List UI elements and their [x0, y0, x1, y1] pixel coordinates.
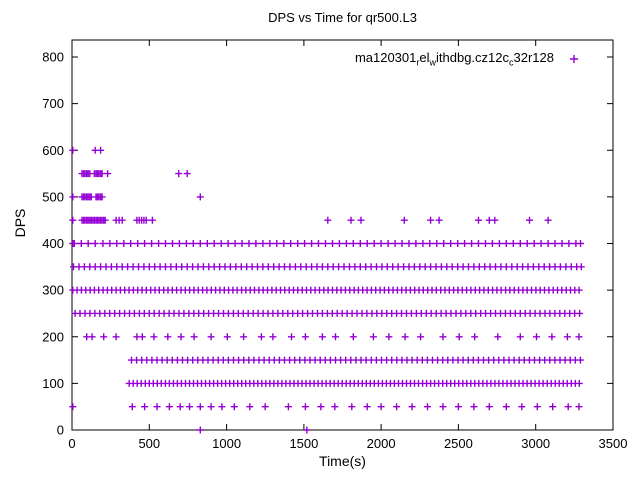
x-axis-label: Time(s) [319, 453, 366, 469]
y-tick-label: 100 [42, 376, 64, 391]
x-tick-label: 500 [138, 436, 160, 451]
scatter-points [69, 146, 585, 434]
legend-label-segment: ithdbg.cz12c [436, 50, 510, 65]
legend-series-label: ma120301relwithdbg.cz12cc32r128 [355, 50, 554, 68]
axis-ticks [71, 40, 614, 431]
x-tick-label: 0 [68, 436, 75, 451]
x-tick-label: 3500 [599, 436, 628, 451]
y-tick-label: 200 [42, 329, 64, 344]
legend-label-segment: el [419, 50, 430, 65]
x-tick-label: 1500 [289, 436, 318, 451]
legend-label-segment: 32r128 [513, 50, 554, 65]
y-tick-label: 500 [42, 189, 64, 204]
legend-label-segment: r [416, 57, 420, 68]
x-tick-label: 3000 [521, 436, 550, 451]
y-tick-label: 300 [42, 283, 64, 298]
y-tick-label: 800 [42, 50, 64, 65]
x-tick-label: 2000 [367, 436, 396, 451]
legend: ma120301relwithdbg.cz12cc32r128 [355, 50, 580, 68]
chart-title: DPS vs Time for qr500.L3 [268, 10, 417, 25]
plus-marker-icon [570, 54, 578, 63]
y-tick-label: 400 [42, 236, 64, 251]
legend-label-segment: c [509, 57, 514, 68]
legend-label-segment: w [429, 57, 437, 68]
y-tick-label: 0 [57, 423, 64, 438]
plot-border [71, 39, 614, 431]
legend-label-segment: ma120301 [354, 50, 417, 65]
x-tick-label: 1000 [212, 436, 241, 451]
y-tick-label: 600 [42, 143, 64, 158]
x-tick-label: 2500 [444, 436, 473, 451]
y-tick-label: 700 [42, 96, 64, 111]
